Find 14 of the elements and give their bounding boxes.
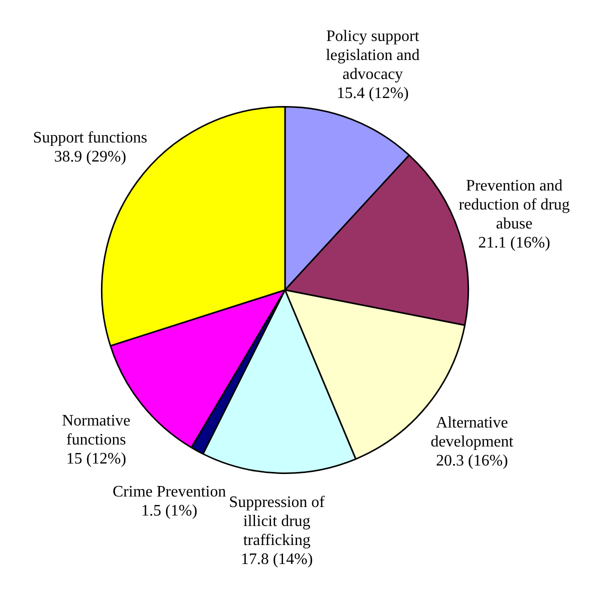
slice-label: Crime Prevention <box>112 483 226 500</box>
slice-label: Normative functions <box>62 412 130 448</box>
slice-label: Support functions <box>33 129 148 146</box>
data-label: 20.3 (16%) <box>436 452 508 470</box>
data-label: 38.9 (29%) <box>54 148 126 166</box>
data-label: 17.8 (14%) <box>240 550 313 568</box>
data-label: 21.1 (16%) <box>478 234 550 252</box>
slice-label: Suppression of illicit drug trafficking <box>229 494 326 549</box>
data-label: 15 (12%) <box>66 450 126 468</box>
slice-label: Policy support legislation and advocacy <box>326 28 420 83</box>
data-label: 1.5 (1%) <box>141 502 198 520</box>
data-label: 15.4 (12%) <box>336 84 409 102</box>
slice-label: Prevention and reduction of drug abuse <box>458 178 570 233</box>
slice-label: Alternative development <box>430 414 514 451</box>
